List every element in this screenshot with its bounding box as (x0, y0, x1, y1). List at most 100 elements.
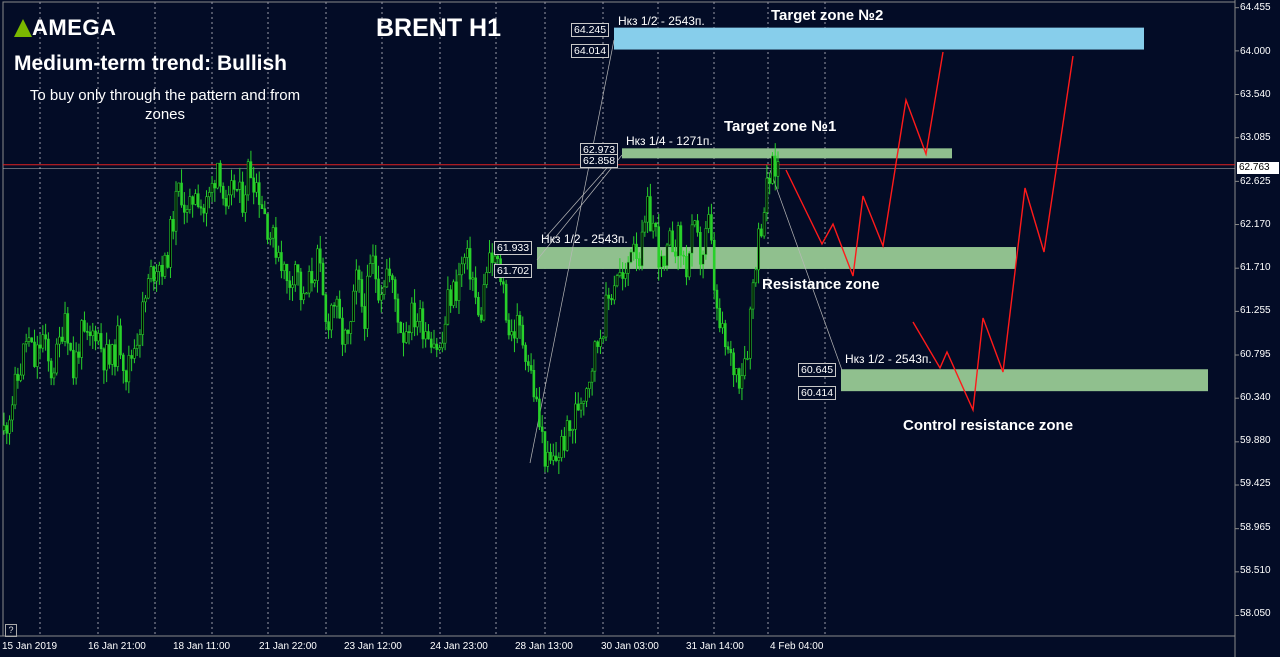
candle-body (618, 272, 622, 276)
level-label: 62.973 (580, 143, 619, 157)
candle-body (693, 220, 697, 226)
candle-body (452, 281, 455, 306)
candle-body (674, 251, 677, 257)
candle-body (404, 331, 408, 343)
candle-body (277, 252, 280, 258)
x-tick-label: 21 Jan 22:00 (259, 641, 317, 652)
help-icon[interactable]: ? (5, 624, 17, 637)
candle-body (377, 278, 380, 301)
candle-body (135, 344, 139, 349)
x-tick-label: 18 Jan 11:00 (173, 641, 231, 652)
candle-body (216, 162, 219, 189)
candle-body (155, 271, 158, 282)
candle-body (24, 341, 28, 345)
candle-body (654, 222, 658, 228)
candle-body (338, 298, 341, 319)
candle-body (740, 375, 744, 389)
candle-body (435, 343, 439, 350)
candle-body (685, 255, 688, 278)
candle-body (635, 243, 638, 259)
candle-body (418, 308, 422, 322)
candle-body (13, 373, 17, 406)
level-label: 60.414 (798, 386, 837, 400)
price-zone (841, 369, 1208, 392)
candle-body (55, 343, 59, 374)
candle-body (410, 302, 414, 334)
candle-body (735, 368, 738, 376)
candle-body (230, 180, 233, 196)
candle-body (416, 321, 419, 328)
candle-body (260, 204, 264, 210)
candle-body (221, 185, 225, 199)
candle-body (568, 420, 572, 431)
candle-body (199, 206, 203, 209)
candle-body (41, 334, 45, 349)
fib-note-zone-2: Нкз 1/2 - 2543п. (618, 14, 705, 28)
y-tick-label: 62.625 (1240, 176, 1271, 187)
candle-body (33, 341, 36, 367)
level-label: 61.933 (494, 241, 533, 255)
candle-body (607, 294, 611, 299)
candle-body (366, 275, 369, 329)
candle-body (557, 457, 561, 461)
candle-body (427, 331, 430, 340)
candle-body (457, 274, 461, 301)
candle-body (285, 263, 289, 282)
candle-body (357, 269, 361, 280)
candle-body (723, 323, 727, 348)
candle-body (180, 182, 183, 206)
x-tick-label: 24 Jan 23:00 (430, 641, 488, 652)
candle-body (463, 257, 466, 265)
candle-body (660, 255, 663, 268)
x-tick-label: 31 Jan 14:00 (686, 641, 744, 652)
candle-body (310, 271, 314, 284)
level-label: 64.014 (571, 44, 610, 58)
candle-body (668, 230, 672, 246)
candle-body (130, 355, 133, 359)
trend-heading: Medium-term trend: Bullish (14, 52, 288, 75)
candle-body (188, 196, 192, 210)
candle-body (629, 251, 633, 263)
candle-body (754, 269, 758, 284)
candle-body (701, 254, 705, 265)
candle-body (141, 301, 145, 335)
candle-body (332, 304, 336, 307)
candle-body (424, 331, 427, 340)
candle-body (446, 289, 450, 325)
candle-body (108, 344, 111, 365)
candle-body (707, 214, 710, 229)
fib-note-resistance: Нкз 1/2 - 2543п. (541, 232, 628, 246)
candle-body (662, 255, 666, 266)
candle-body (19, 374, 22, 381)
candle-body (560, 435, 563, 458)
candle-body (52, 372, 56, 379)
candle-body (257, 182, 261, 205)
candle-body (177, 182, 181, 192)
candle-body (352, 290, 355, 322)
candle-body (574, 403, 577, 430)
candle-body (743, 358, 747, 377)
candle-body (144, 297, 147, 303)
y-tick-label: 63.085 (1240, 132, 1271, 143)
candle-body (302, 293, 305, 301)
candle-body (496, 255, 500, 259)
y-tick-label: 64.000 (1240, 46, 1271, 57)
amega-triangle-icon (14, 19, 32, 37)
candle-body (91, 330, 95, 337)
candle-body (346, 329, 350, 334)
candle-body (343, 329, 347, 345)
candle-body (596, 341, 599, 347)
candle-body (149, 266, 153, 280)
candle-body (640, 231, 644, 267)
candle-body (80, 320, 83, 358)
candle-body (621, 272, 624, 279)
candle-body (535, 396, 538, 400)
candle-body (513, 331, 516, 339)
x-tick-label: 4 Feb 04:00 (770, 641, 824, 652)
candle-body (710, 214, 713, 241)
candle-body (5, 425, 9, 434)
candle-body (77, 351, 81, 358)
candle-body (751, 282, 755, 310)
